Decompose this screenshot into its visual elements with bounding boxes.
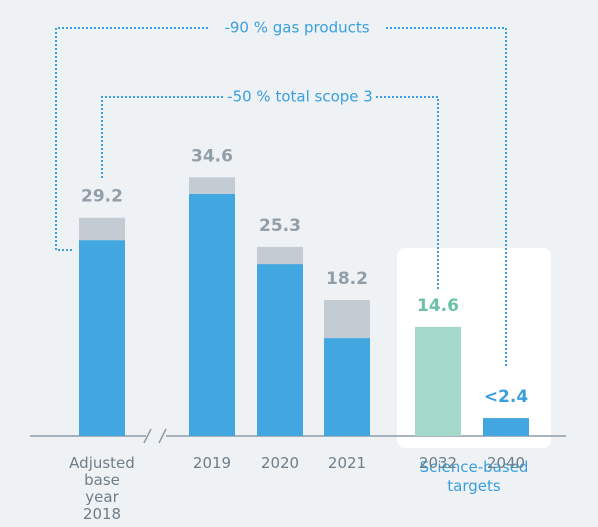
bar-segment (79, 240, 125, 436)
bar-segment (415, 326, 461, 436)
bar-segment (257, 246, 303, 265)
bar-segment (324, 299, 370, 339)
value-label: 18.2 (326, 269, 368, 289)
axis-break (143, 428, 167, 444)
annotation: -50 % total scope 3 (227, 88, 373, 106)
connectors (55, 27, 507, 368)
value-label: <2.4 (484, 387, 529, 407)
annotation: -90 % gas products (224, 19, 369, 37)
bar-segment (257, 264, 303, 436)
category-label: 2020 (260, 454, 300, 472)
bar-segment (189, 193, 235, 436)
value-label: 25.3 (259, 216, 301, 236)
value-label: 34.6 (191, 146, 233, 166)
category-label: Adjusted base year 2018 (69, 454, 135, 523)
connector-90 (386, 27, 507, 368)
category-label: 2040 (486, 454, 526, 472)
connector-50 (101, 96, 224, 178)
bar-segment (189, 177, 235, 194)
value-label: 14.6 (417, 296, 459, 316)
category-label: 2021 (327, 454, 367, 472)
category-label: 2032 (418, 454, 458, 472)
bar-segment (324, 338, 370, 436)
connector-90 (55, 27, 208, 251)
target-label: Science-based targets (419, 458, 529, 495)
value-label: 29.2 (81, 187, 123, 207)
connector-50 (376, 96, 439, 290)
bar-segment (483, 418, 529, 436)
bar-segment (79, 217, 125, 241)
category-label: 2019 (192, 454, 232, 472)
